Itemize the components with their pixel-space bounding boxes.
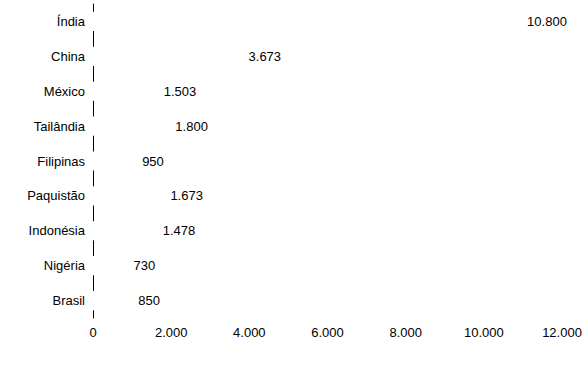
svg-text:3.673: 3.673	[249, 49, 282, 64]
svg-text:4.000: 4.000	[233, 325, 266, 340]
svg-text:Indonésia: Indonésia	[29, 223, 86, 238]
svg-text:1.800: 1.800	[175, 119, 208, 134]
svg-text:1.478: 1.478	[163, 223, 196, 238]
svg-text:Tailândia: Tailândia	[34, 119, 86, 134]
svg-text:México: México	[44, 84, 85, 99]
svg-text:730: 730	[134, 258, 156, 273]
svg-text:0: 0	[89, 325, 96, 340]
svg-text:8.000: 8.000	[389, 325, 422, 340]
svg-text:6.000: 6.000	[311, 325, 344, 340]
svg-text:10.000: 10.000	[464, 325, 504, 340]
svg-text:Paquistão: Paquistão	[27, 188, 85, 203]
svg-text:1.503: 1.503	[164, 84, 197, 99]
svg-text:950: 950	[142, 154, 164, 169]
svg-text:850: 850	[138, 293, 160, 308]
svg-text:Brasil: Brasil	[52, 293, 85, 308]
svg-text:10.800: 10.800	[527, 14, 567, 29]
svg-text:Nigéria: Nigéria	[44, 258, 86, 273]
svg-text:2.000: 2.000	[155, 325, 188, 340]
svg-text:China: China	[51, 49, 86, 64]
svg-text:Filipinas: Filipinas	[37, 154, 85, 169]
svg-text:1.673: 1.673	[170, 188, 203, 203]
svg-text:12.000: 12.000	[542, 325, 582, 340]
svg-text:Índia: Índia	[57, 14, 86, 29]
